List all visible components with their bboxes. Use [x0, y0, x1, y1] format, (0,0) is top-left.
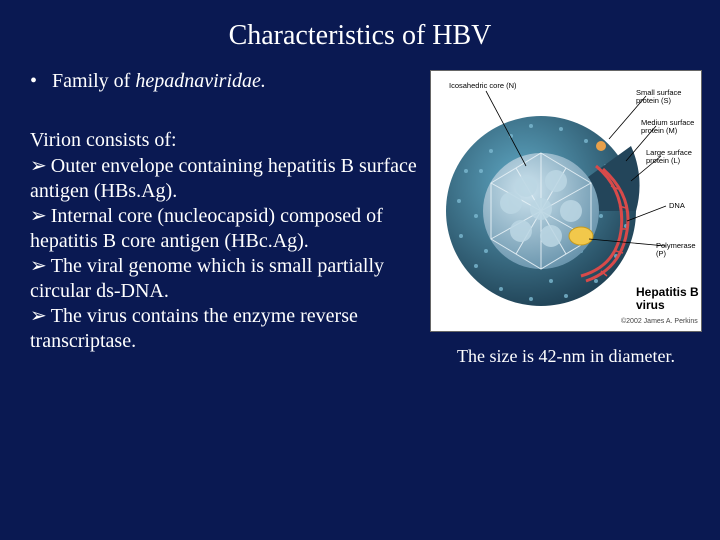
text-column: • Family of hepadnaviridae. Virion consi…: [30, 70, 430, 367]
family-name: hepadnaviridae.: [135, 70, 266, 92]
bullet-item: ➢Internal core (nucleocapsid) composed o…: [30, 204, 420, 254]
bullet-text: Outer envelope containing hepatitis B su…: [30, 155, 417, 202]
label-copyright: ©2002 James A. Perkins: [621, 318, 698, 325]
bullet-text: The viral genome which is small partiall…: [30, 255, 384, 302]
virion-intro: Virion consists of:: [30, 129, 420, 152]
label-polymerase: Polymerase (P): [656, 242, 701, 259]
image-column: Icosahedric core (N) Small surface prote…: [430, 70, 702, 367]
label-small-surface: Small surface protein (S): [636, 89, 701, 106]
arrow-icon: ➢: [30, 155, 47, 177]
bullet-text: Internal core (nucleocapsid) composed of…: [30, 205, 383, 252]
bullet-dot: •: [30, 70, 37, 92]
content-row: • Family of hepadnaviridae. Virion consi…: [0, 70, 720, 367]
label-medium-surface: Medium surface protein (M): [641, 119, 701, 136]
label-dna: DNA: [669, 202, 685, 210]
bullet-item: ➢Outer envelope containing hepatitis B s…: [30, 154, 420, 204]
arrow-icon: ➢: [30, 205, 47, 227]
label-large-surface: Large surface protein (L): [646, 149, 701, 166]
diagram-caption: The size is 42-nm in diameter.: [430, 346, 702, 367]
family-line: • Family of hepadnaviridae.: [30, 70, 420, 93]
virus-diagram: Icosahedric core (N) Small surface prote…: [430, 70, 702, 332]
family-prefix: Family of: [52, 70, 135, 92]
bullet-item: ➢The virus contains the enzyme reverse t…: [30, 304, 420, 354]
arrow-icon: ➢: [30, 255, 47, 277]
bullet-text: The virus contains the enzyme reverse tr…: [30, 305, 358, 352]
bullet-item: ➢The viral genome which is small partial…: [30, 254, 420, 304]
label-virus-name: Hepatitis B virus: [636, 286, 699, 312]
label-core: Icosahedric core (N): [449, 82, 517, 90]
arrow-icon: ➢: [30, 305, 47, 327]
slide-title: Characteristics of HBV: [0, 0, 720, 70]
